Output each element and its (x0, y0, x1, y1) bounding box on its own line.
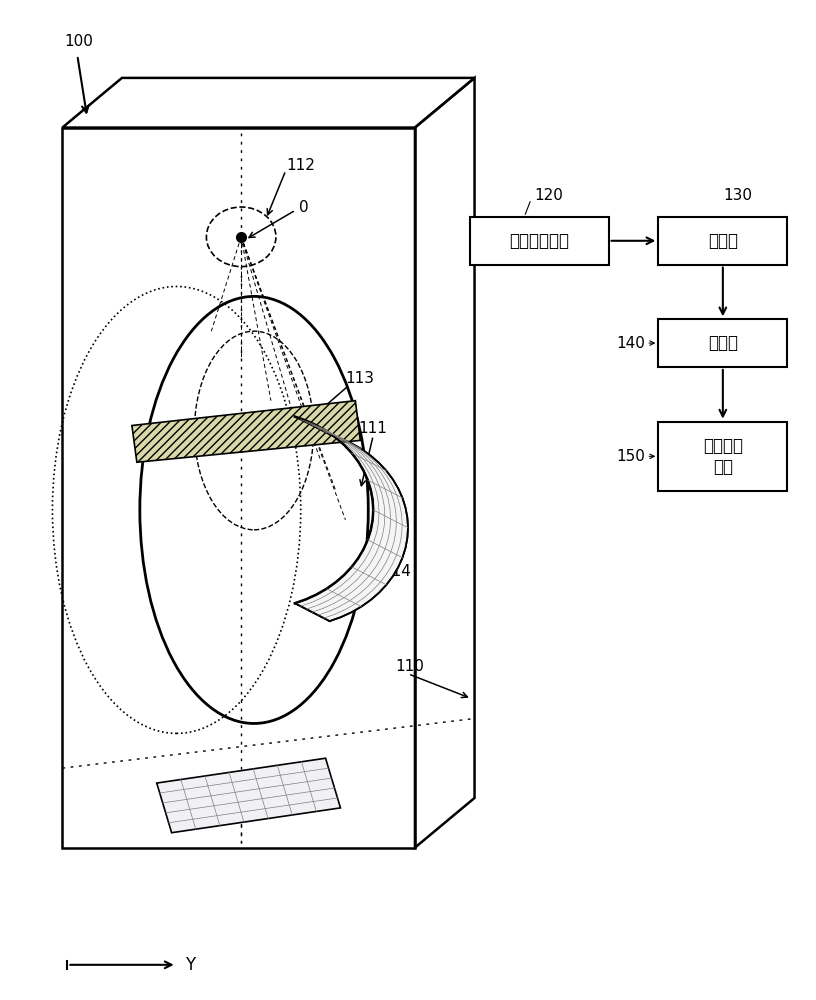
Text: 建像机: 建像机 (707, 232, 738, 250)
Polygon shape (132, 401, 361, 462)
Text: 150: 150 (617, 449, 645, 464)
Text: 120: 120 (534, 188, 563, 203)
Polygon shape (295, 417, 408, 621)
Text: Y: Y (184, 956, 195, 974)
Text: 114: 114 (382, 564, 411, 579)
Text: 100: 100 (64, 34, 93, 49)
Text: 112: 112 (286, 158, 315, 173)
Text: 113: 113 (345, 371, 375, 386)
Polygon shape (157, 758, 340, 833)
Bar (659, 217, 787, 265)
Text: 130: 130 (723, 188, 752, 203)
Text: 0: 0 (299, 200, 308, 215)
Text: 111: 111 (358, 421, 388, 436)
Text: 140: 140 (617, 336, 645, 351)
Text: 图形显示
设备: 图形显示 设备 (703, 437, 743, 476)
Text: 数据传输链路: 数据传输链路 (509, 232, 569, 250)
Bar (659, 319, 787, 367)
Bar (469, 217, 609, 265)
Text: 主控台: 主控台 (707, 334, 738, 352)
Bar (659, 422, 787, 491)
Text: 110: 110 (395, 659, 424, 674)
